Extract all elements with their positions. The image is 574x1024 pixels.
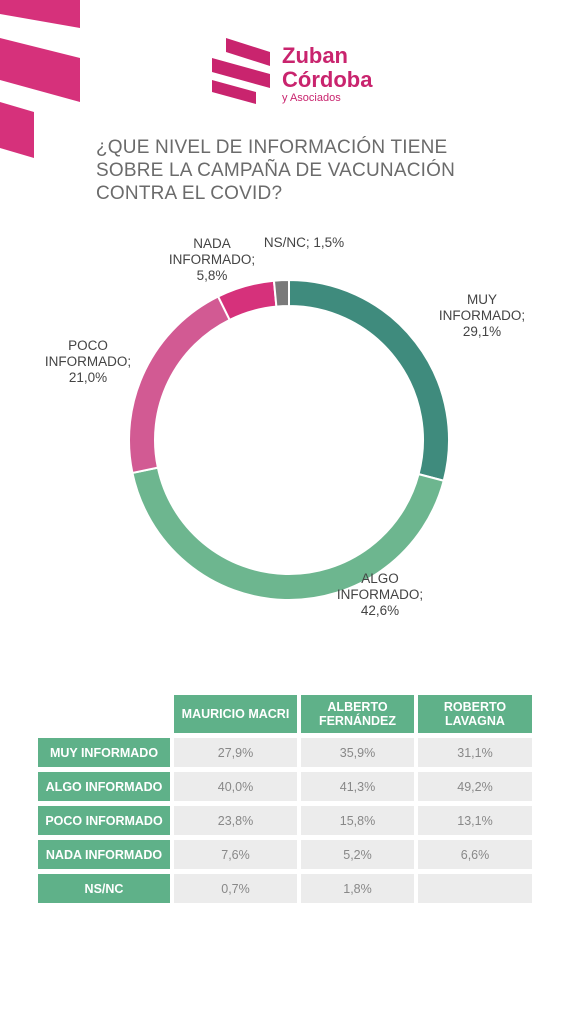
table-cell: 40,0% (174, 772, 297, 801)
table-cell: 23,8% (174, 806, 297, 835)
row-header: NADA INFORMADO (38, 840, 170, 869)
label-value: 5,8% (196, 268, 228, 283)
donut (128, 278, 450, 601)
table-cell: 49,2% (418, 772, 532, 801)
table-cell: 31,1% (418, 738, 532, 767)
table-cell: 15,8% (301, 806, 414, 835)
table-cell: 41,3% (301, 772, 414, 801)
logo-line: Zuban (282, 43, 348, 68)
donut-segment (288, 278, 450, 482)
donut-segment (128, 295, 232, 475)
table-cell: 1,8% (301, 874, 414, 903)
deco-stripe (0, 102, 34, 158)
table-cell: 35,9% (301, 738, 414, 767)
label-value: 21,0% (68, 370, 108, 385)
label-category: MUY INFORMADO; (438, 292, 526, 323)
donut-segment (216, 279, 278, 322)
column-header: ALBERTO FERNÁNDEZ (301, 695, 414, 733)
table-cell: 7,6% (174, 840, 297, 869)
data-label: POCO INFORMADO; 21,0% (33, 338, 143, 386)
column-header: MAURICIO MACRI (174, 695, 297, 733)
table-cell: 13,1% (418, 806, 532, 835)
deco-stripe (0, 0, 80, 28)
logo-icon (212, 80, 256, 104)
logo-line: Córdoba (282, 67, 373, 92)
data-label: NADA INFORMADO; 5,8% (157, 236, 267, 284)
table-cell: 0,7% (174, 874, 297, 903)
donut-segment (272, 278, 290, 308)
row-header: POCO INFORMADO (38, 806, 170, 835)
row-header: ALGO INFORMADO (38, 772, 170, 801)
label-value: 42,6% (360, 603, 400, 618)
table-cell: 27,9% (174, 738, 297, 767)
label-category: NS/NC; (263, 235, 310, 250)
logo-icon (226, 38, 270, 66)
chart-title: ¿QUE NIVEL DE INFORMACIÓN TIENE SOBRE LA… (96, 137, 455, 204)
label-category: ALGO INFORMADO; (336, 571, 424, 602)
data-label: ALGO INFORMADO; 42,6% (325, 571, 435, 619)
column-header: ROBERTO LAVAGNA (418, 695, 532, 733)
logo-icon (212, 58, 270, 88)
label-value: 29,1% (462, 324, 502, 339)
data-label: MUY INFORMADO; 29,1% (427, 292, 537, 340)
table-cell: 5,2% (301, 840, 414, 869)
label-value: 1,5% (313, 235, 345, 250)
logo-text: Zuban Córdoba y Asociados (282, 44, 372, 105)
table-cell: 6,6% (418, 840, 532, 869)
row-header: MUY INFORMADO (38, 738, 170, 767)
table-cell (418, 874, 532, 903)
row-header: NS/NC (38, 874, 170, 903)
logo-line: y Asociados (282, 92, 341, 104)
data-label: NS/NC; 1,5% (264, 235, 344, 251)
label-category: NADA INFORMADO; (168, 236, 256, 267)
deco-stripe (0, 38, 80, 102)
label-category: POCO INFORMADO; (44, 338, 132, 369)
